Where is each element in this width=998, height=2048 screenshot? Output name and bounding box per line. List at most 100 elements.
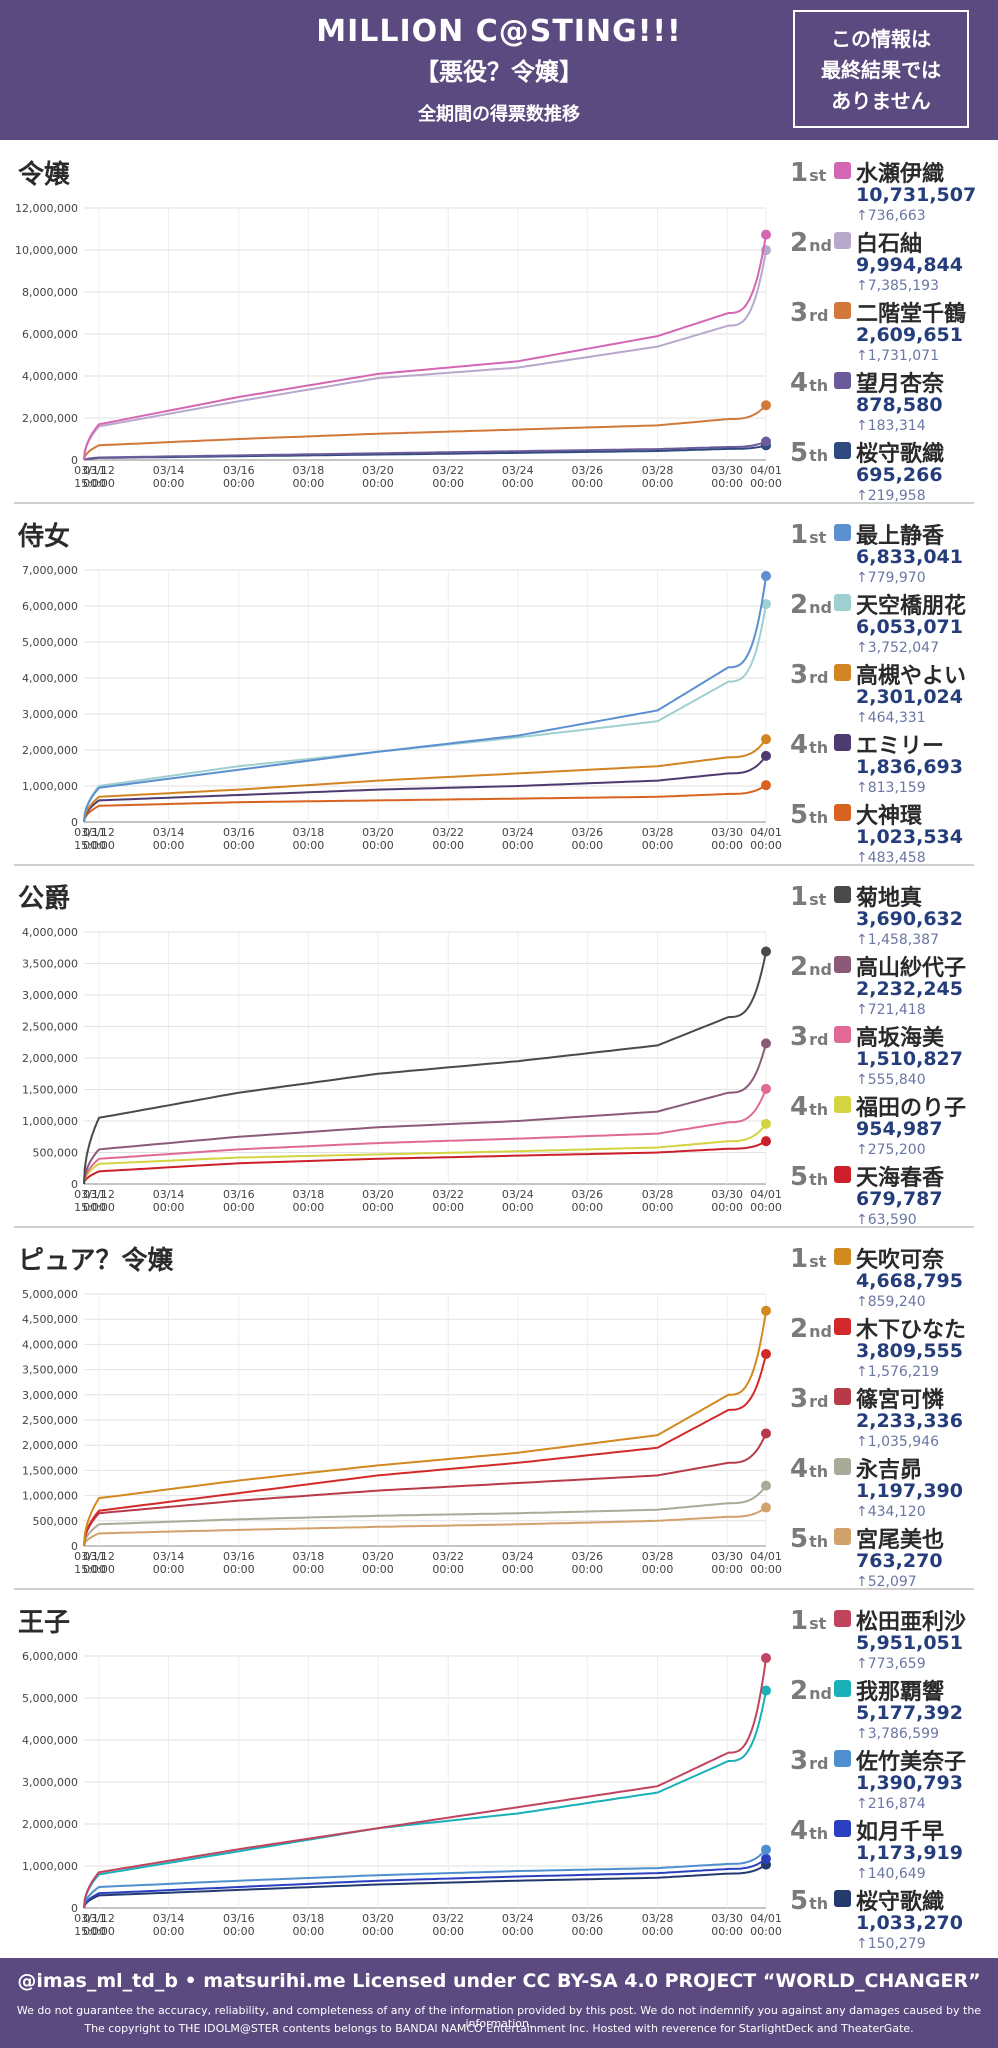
y-tick-label: 8,000,000 bbox=[22, 286, 78, 299]
series-end-point bbox=[761, 1083, 771, 1094]
vote-difference: ↑779,970 bbox=[856, 570, 926, 586]
y-tick-label: 2,000,000 bbox=[22, 1439, 78, 1452]
rank-suffix: th bbox=[809, 1170, 829, 1189]
y-tick-label: 12,000,000 bbox=[15, 202, 78, 215]
x-tick-label: 00:00 bbox=[362, 839, 394, 852]
x-tick-label: 00:00 bbox=[362, 1563, 394, 1576]
vote-difference: ↑1,576,219 bbox=[856, 1364, 939, 1380]
idol-name: 桜守歌織 bbox=[856, 442, 945, 467]
vote-difference: ↑736,663 bbox=[856, 208, 926, 224]
rank-suffix: rd bbox=[809, 1030, 829, 1049]
series-end-point bbox=[761, 436, 771, 447]
series-line bbox=[83, 1353, 767, 1547]
series-end-point bbox=[761, 1038, 771, 1049]
x-tick-label: 03/28 bbox=[642, 1550, 674, 1563]
y-tick-label: 2,500,000 bbox=[22, 1021, 78, 1034]
x-tick-label: 03/26 bbox=[571, 826, 603, 839]
ranking-entry: 2nd 我那覇響 5,177,392 ↑3,786,599 bbox=[790, 1674, 998, 1744]
x-tick-label: 03/18 bbox=[293, 464, 325, 477]
vote-total: 878,580 bbox=[856, 394, 943, 416]
series-swatch bbox=[834, 232, 851, 249]
rank-suffix: st bbox=[809, 1252, 827, 1271]
idol-name: 白石紬 bbox=[856, 232, 923, 257]
y-tick-label: 2,000,000 bbox=[22, 412, 78, 425]
ranking-entry: 2nd 天空橋朋花 6,053,071 ↑3,752,047 bbox=[790, 588, 998, 658]
x-tick-label: 00:00 bbox=[642, 477, 674, 490]
footer-disclaimer: We do not guarantee the accuracy, reliab… bbox=[16, 2004, 982, 2030]
rank-position: 3rd bbox=[790, 1384, 829, 1414]
x-tick-label: 03/30 bbox=[711, 1912, 743, 1925]
series-line bbox=[83, 1140, 767, 1185]
vote-difference: ↑1,731,071 bbox=[856, 348, 939, 364]
series-end-point bbox=[761, 599, 771, 610]
vote-difference: ↑183,314 bbox=[856, 418, 926, 434]
y-tick-label: 5,000,000 bbox=[22, 1288, 78, 1301]
vote-total: 10,731,507 bbox=[856, 184, 977, 206]
x-tick-label: 00:00 bbox=[571, 477, 603, 490]
rank-position: 5th bbox=[790, 800, 829, 830]
x-tick-label: 03/14 bbox=[153, 1550, 185, 1563]
vote-difference: ↑7,385,193 bbox=[856, 278, 939, 294]
x-tick-label: 00:00 bbox=[223, 1201, 255, 1214]
ranking-entry: 4th 望月杏奈 878,580 ↑183,314 bbox=[790, 366, 998, 436]
vote-difference: ↑434,120 bbox=[856, 1504, 926, 1520]
series-swatch bbox=[834, 1388, 851, 1405]
x-tick-label: 03/12 bbox=[83, 1550, 115, 1563]
series-swatch bbox=[834, 664, 851, 681]
vote-total: 954,987 bbox=[856, 1118, 943, 1140]
ranking-entry: 3rd 佐竹美奈子 1,390,793 ↑216,874 bbox=[790, 1744, 998, 1814]
y-tick-label: 4,000,000 bbox=[22, 1734, 78, 1747]
y-tick-label: 0 bbox=[71, 1902, 78, 1915]
series-line bbox=[83, 784, 767, 823]
category-title: 令嬢 bbox=[18, 160, 71, 190]
rank-position: 2nd bbox=[790, 1676, 832, 1706]
section-divider bbox=[14, 864, 974, 866]
x-tick-label: 00:00 bbox=[293, 1925, 325, 1938]
series-end-point bbox=[761, 229, 771, 240]
series-end-point bbox=[761, 1853, 771, 1864]
ranking-entry: 1st 水瀬伊織 10,731,507 ↑736,663 bbox=[790, 156, 998, 226]
ranking-entry: 4th 如月千早 1,173,919 ↑140,649 bbox=[790, 1814, 998, 1884]
ranking-entry: 5th 桜守歌織 695,266 ↑219,958 bbox=[790, 436, 998, 506]
series-end-point bbox=[761, 734, 771, 745]
vote-total: 1,390,793 bbox=[856, 1772, 963, 1794]
y-tick-label: 7,000,000 bbox=[22, 564, 78, 577]
vote-total: 1,197,390 bbox=[856, 1480, 963, 1502]
vote-difference: ↑140,649 bbox=[856, 1866, 926, 1882]
x-tick-label: 00:00 bbox=[223, 1925, 255, 1938]
vote-total: 1,510,827 bbox=[856, 1048, 963, 1070]
vote-total: 5,177,392 bbox=[856, 1702, 963, 1724]
idol-name: 高槻やよい bbox=[856, 664, 967, 689]
x-tick-label: 00:00 bbox=[642, 1201, 674, 1214]
vote-difference: ↑555,840 bbox=[856, 1072, 926, 1088]
x-tick-label: 00:00 bbox=[711, 839, 743, 852]
y-tick-label: 4,500,000 bbox=[22, 1313, 78, 1326]
ranking-entry: 3rd 二階堂千鶴 2,609,651 ↑1,731,071 bbox=[790, 296, 998, 366]
x-tick-label: 00:00 bbox=[502, 1563, 534, 1576]
ranking-entry: 4th 永吉昴 1,197,390 ↑434,120 bbox=[790, 1452, 998, 1522]
series-swatch bbox=[834, 162, 851, 179]
y-tick-label: 0 bbox=[71, 1178, 78, 1191]
rank-position: 5th bbox=[790, 438, 829, 468]
idol-name: 佐竹美奈子 bbox=[856, 1750, 967, 1775]
x-tick-label: 00:00 bbox=[571, 839, 603, 852]
y-tick-label: 4,000,000 bbox=[22, 672, 78, 685]
rank-position: 2nd bbox=[790, 228, 832, 258]
series-swatch bbox=[834, 956, 851, 973]
series-swatch bbox=[834, 1096, 851, 1113]
x-tick-label: 00:00 bbox=[83, 1925, 115, 1938]
idol-name: 木下ひなた bbox=[856, 1318, 967, 1343]
idol-name: 天海春香 bbox=[856, 1166, 945, 1191]
x-tick-label: 03/30 bbox=[711, 464, 743, 477]
rank-suffix: st bbox=[809, 1614, 827, 1633]
x-start-tick-label: 15:00 bbox=[74, 1925, 106, 1938]
vote-total: 695,266 bbox=[856, 464, 943, 486]
x-tick-label: 00:00 bbox=[432, 1925, 464, 1938]
series-line bbox=[83, 951, 767, 1185]
series-line bbox=[83, 234, 767, 461]
vote-difference: ↑859,240 bbox=[856, 1294, 926, 1310]
category-title: 王子 bbox=[18, 1608, 71, 1638]
x-tick-label: 03/20 bbox=[362, 1550, 394, 1563]
rank-position: 4th bbox=[790, 1816, 829, 1846]
series-line bbox=[83, 1088, 767, 1185]
